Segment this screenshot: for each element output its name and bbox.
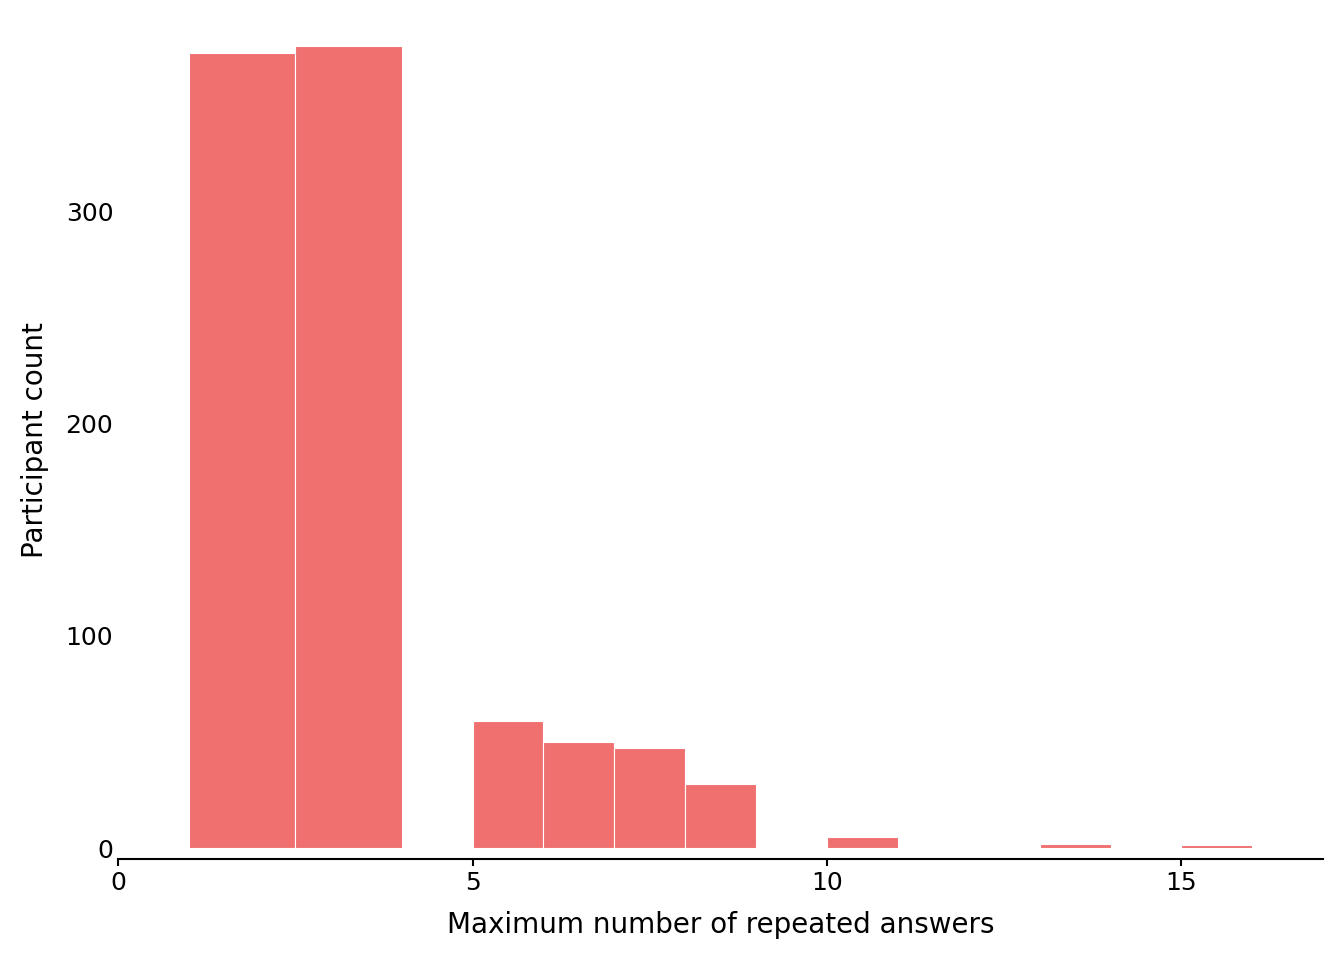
Bar	[614, 749, 685, 848]
Bar	[190, 53, 296, 848]
Bar	[473, 721, 543, 848]
Bar	[296, 46, 402, 848]
Y-axis label: Participant count: Participant count	[22, 322, 48, 558]
Bar	[827, 837, 898, 848]
Bar	[1040, 844, 1110, 848]
Bar	[543, 742, 614, 848]
Bar	[1181, 845, 1253, 848]
X-axis label: Maximum number of repeated answers: Maximum number of repeated answers	[448, 911, 995, 939]
Bar	[685, 784, 757, 848]
